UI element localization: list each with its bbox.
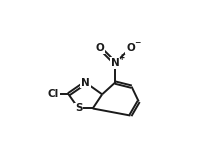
Text: N: N (81, 78, 90, 88)
Text: −: − (134, 38, 140, 47)
Text: O: O (126, 43, 135, 53)
Text: Cl: Cl (48, 89, 59, 99)
Text: S: S (75, 103, 82, 114)
Text: O: O (95, 43, 104, 53)
Text: +: + (118, 53, 125, 62)
Text: N: N (111, 58, 119, 68)
